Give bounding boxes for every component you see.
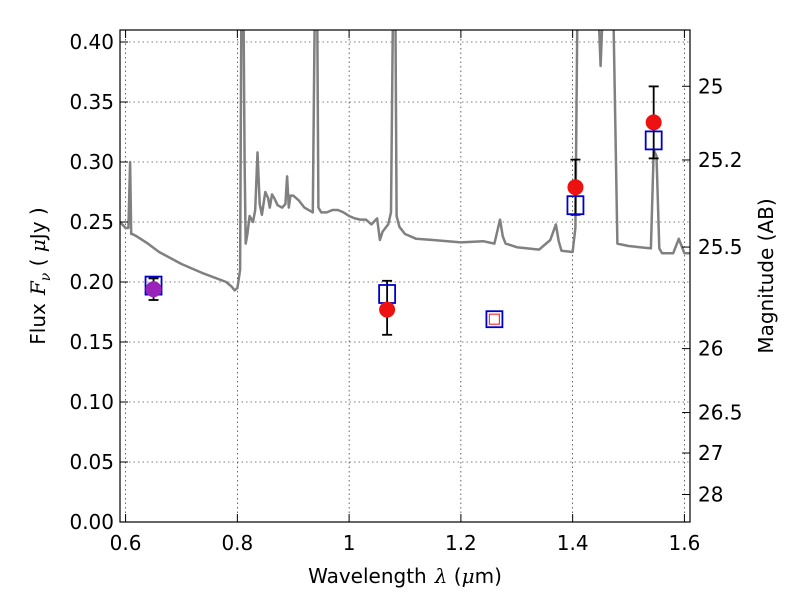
x-tick-label: 1.6 — [669, 531, 701, 555]
y-tick-label: 0.25 — [69, 210, 114, 234]
plot-frame — [119, 29, 691, 523]
model-square-marker — [644, 130, 663, 151]
x-tick-label: 0.6 — [110, 531, 142, 555]
spectrum-line — [120, 30, 690, 292]
y2-tick-label: 26 — [698, 337, 723, 361]
x-tick-label: 1.4 — [557, 531, 589, 555]
plot-area — [120, 30, 690, 522]
observed-point — [145, 281, 162, 298]
y-tick-label: 0.30 — [69, 150, 114, 174]
y2-tick-label: 28 — [698, 483, 723, 507]
y2-tick-label: 25.2 — [698, 148, 743, 172]
x-axis-label: Wavelength λ (μm) — [308, 564, 502, 588]
y-tick-label: 0.10 — [69, 390, 114, 414]
y2-tick-label: 26.5 — [698, 401, 743, 425]
markers — [144, 114, 663, 329]
x-tick-label: 1 — [343, 531, 356, 555]
y-tick-label: 0.00 — [69, 510, 114, 534]
y-tick-label: 0.20 — [69, 270, 114, 294]
model-inner-square-marker — [488, 313, 501, 325]
x-tick-label: 1.2 — [445, 531, 477, 555]
spectrum-layer — [120, 30, 690, 292]
y2-axis-label: Magnitude (AB) — [754, 198, 778, 353]
y-axis-label: FluxFν ( μJy ) — [26, 207, 54, 344]
y-tick-label: 0.40 — [69, 30, 114, 54]
y2-tick-label: 25.5 — [698, 235, 743, 259]
observed-point — [379, 301, 396, 318]
y-axis-ticks: 0.00 0.05 0.10 0.15 0.20 0.25 0.30 0.35 0.40 — [69, 30, 128, 534]
observed-point — [645, 114, 662, 131]
y-tick-label: 0.15 — [69, 330, 114, 354]
x-axis-ticks: 0.6 0.8 1 1.2 1.4 1.6 — [110, 30, 701, 555]
y2-tick-label: 27 — [698, 441, 723, 465]
y2-axis-ticks: 25 25.2 25.5 26 26.5 27 28 — [682, 74, 743, 507]
x-tick-label: 0.8 — [221, 531, 253, 555]
y2-tick-label: 25 — [698, 74, 723, 98]
model-square-marker — [485, 310, 504, 329]
observed-point — [567, 179, 584, 196]
y-tick-label: 0.05 — [69, 450, 114, 474]
model-square-marker — [566, 195, 585, 216]
y-tick-label: 0.35 — [69, 90, 114, 114]
